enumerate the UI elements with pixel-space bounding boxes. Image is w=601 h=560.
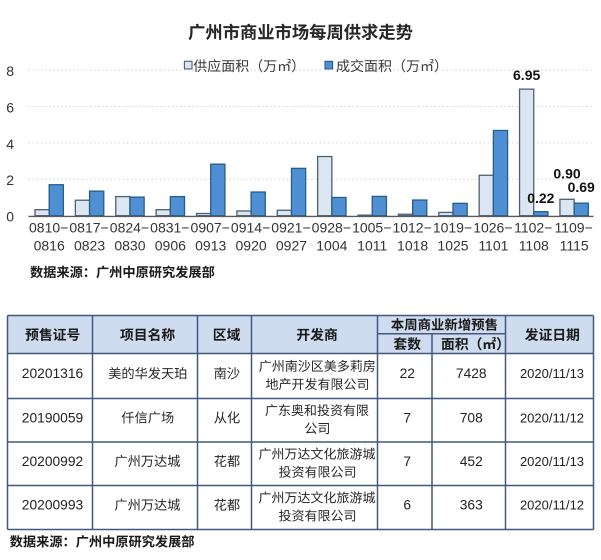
svg-text:7428: 7428 bbox=[456, 366, 487, 381]
svg-text:0817−: 0817− bbox=[69, 220, 108, 236]
svg-text:363: 363 bbox=[460, 498, 483, 513]
svg-text:6.95: 6.95 bbox=[513, 67, 540, 83]
svg-text:1011: 1011 bbox=[357, 238, 387, 254]
svg-text:1004: 1004 bbox=[316, 238, 347, 254]
svg-text:0921−: 0921− bbox=[271, 220, 310, 236]
svg-text:8: 8 bbox=[6, 63, 14, 79]
svg-text:0928−: 0928− bbox=[312, 220, 351, 236]
svg-text:20190059: 20190059 bbox=[22, 410, 84, 425]
svg-text:1108: 1108 bbox=[519, 238, 549, 254]
svg-text:1109−: 1109− bbox=[554, 220, 592, 236]
svg-text:0.22: 0.22 bbox=[527, 190, 554, 206]
svg-text:0920: 0920 bbox=[236, 238, 267, 254]
svg-text:452: 452 bbox=[460, 454, 483, 469]
svg-text:6: 6 bbox=[6, 99, 14, 115]
svg-text:0914−: 0914− bbox=[231, 220, 270, 236]
svg-text:2020/11/12: 2020/11/12 bbox=[520, 498, 584, 513]
svg-text:1019−: 1019− bbox=[433, 220, 472, 236]
svg-text:2020/11/13: 2020/11/13 bbox=[520, 366, 584, 381]
svg-text:708: 708 bbox=[460, 410, 483, 425]
svg-text:4: 4 bbox=[6, 136, 14, 152]
svg-text:1005−: 1005− bbox=[352, 220, 391, 236]
svg-text:0.69: 0.69 bbox=[568, 179, 595, 195]
svg-text:20201316: 20201316 bbox=[22, 366, 84, 381]
svg-text:0816: 0816 bbox=[34, 238, 65, 254]
svg-text:0.90: 0.90 bbox=[553, 166, 580, 182]
svg-text:0906: 0906 bbox=[155, 238, 186, 254]
svg-text:0810−: 0810− bbox=[29, 220, 68, 236]
svg-text:1018: 1018 bbox=[397, 238, 428, 254]
svg-text:22: 22 bbox=[400, 366, 415, 381]
svg-text:0830: 0830 bbox=[114, 238, 145, 254]
svg-text:0913: 0913 bbox=[195, 238, 226, 254]
svg-text:7: 7 bbox=[403, 410, 411, 425]
svg-text:1026−: 1026− bbox=[473, 220, 512, 236]
svg-text:2: 2 bbox=[6, 172, 14, 188]
svg-text:0824−: 0824− bbox=[110, 220, 149, 236]
svg-text:0823: 0823 bbox=[74, 238, 105, 254]
svg-text:1101: 1101 bbox=[478, 238, 508, 254]
svg-text:0907−: 0907− bbox=[191, 220, 230, 236]
svg-text:6: 6 bbox=[403, 498, 411, 513]
svg-text:1115: 1115 bbox=[560, 238, 589, 254]
svg-text:1102−: 1102− bbox=[514, 220, 552, 236]
svg-text:0: 0 bbox=[6, 209, 14, 225]
svg-text:7: 7 bbox=[403, 454, 411, 469]
svg-text:2020/11/12: 2020/11/12 bbox=[520, 410, 584, 425]
svg-text:2020/11/13: 2020/11/13 bbox=[520, 454, 584, 469]
svg-text:1012−: 1012− bbox=[392, 220, 431, 236]
svg-text:1025: 1025 bbox=[437, 238, 468, 254]
svg-text:0927: 0927 bbox=[276, 238, 307, 254]
svg-text:20200993: 20200993 bbox=[22, 498, 84, 513]
svg-text:20200992: 20200992 bbox=[22, 454, 83, 469]
svg-text:0831−: 0831− bbox=[150, 220, 189, 236]
